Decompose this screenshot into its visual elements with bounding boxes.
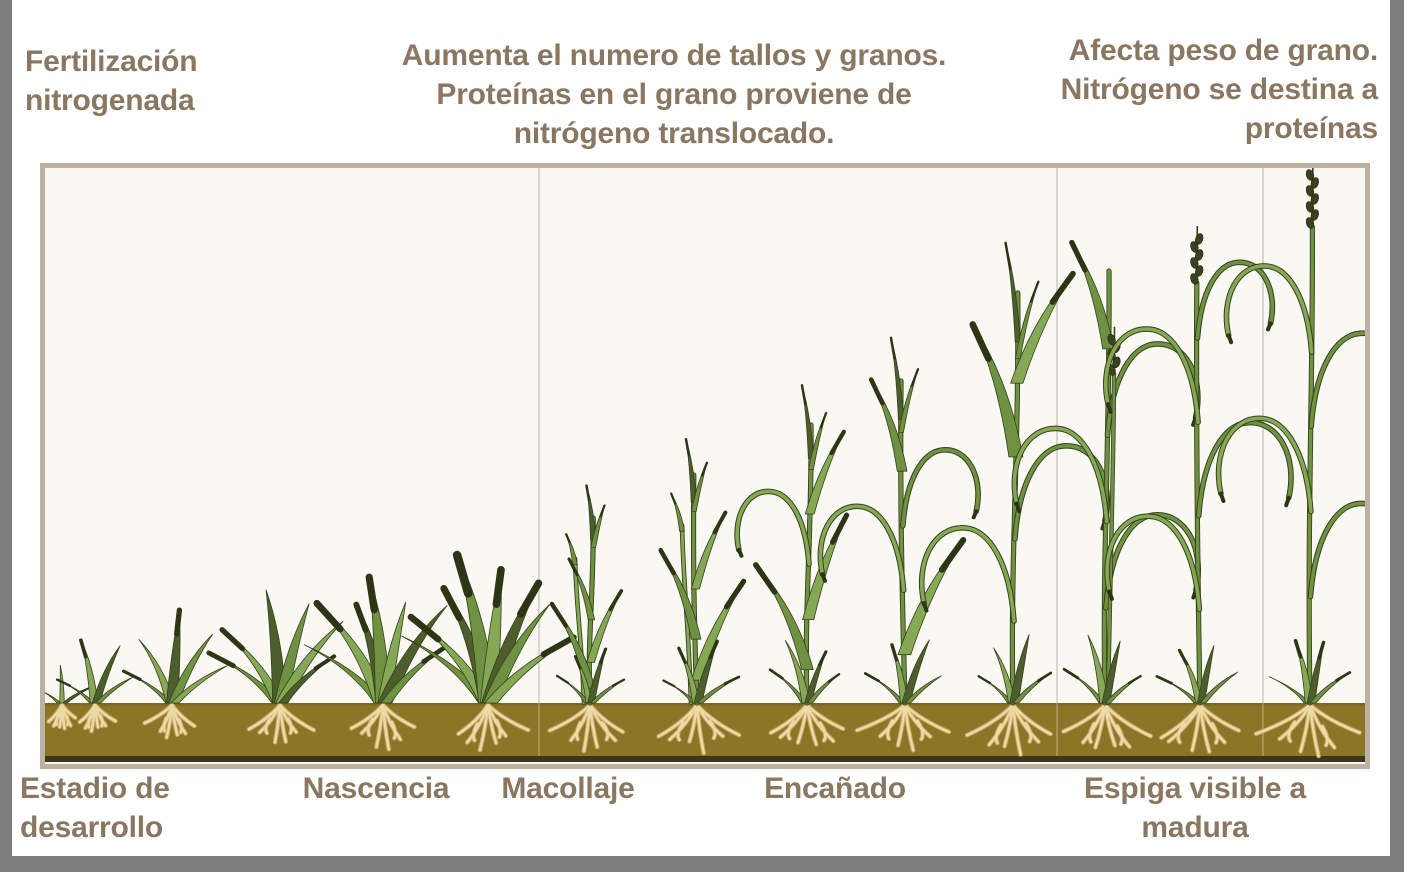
annotation-tillering-effect: Aumenta el numero de tallos y granos. Pr… [352,36,996,153]
frame-left [0,0,12,856]
plant-nascencia-1 [45,664,91,731]
stage-divider [1262,168,1264,703]
plant-encanado-10 [817,336,981,753]
stage-label-encanado: Encañado [764,772,906,805]
annotation-line: proteínas [1244,112,1378,145]
frame-right [1390,0,1404,856]
plant-espiga-13 [1102,225,1294,754]
stage-label-nascencia: Nascencia [302,772,450,805]
stage-label-espiga-line: madura [1141,811,1249,844]
annotation-line: nitrogenada [25,84,195,117]
annotation-line: Afecta peso de grano. [1068,34,1378,67]
plant-encanado-9 [734,384,850,747]
plant-nascencia-3 [122,607,229,740]
frame-bottom [0,856,1404,872]
annotation-fertilization-title: Fertilización nitrogenada [25,42,198,120]
stage-label-espiga: Espiga visible a madura [1084,769,1306,847]
annotation-grain-weight-effect: Afecta peso de grano. Nitrógeno se desti… [978,31,1379,148]
annotation-line: Proteínas en el grano proviene de [436,78,912,111]
annotation-line: nitrógeno translocado. [513,117,835,150]
annotation-line: Fertilización [25,45,198,78]
annotation-line: Aumenta el numero de tallos y granos. [401,39,947,72]
illustration-panel [40,163,1370,769]
plant-macollaje-5 [303,573,448,752]
stage-axis-title: Estadio de desarrollo [20,769,170,847]
plant-encanado-8 [656,437,747,756]
stage-label-espiga-line: Espiga visible a [1084,772,1306,805]
stage-divider [1056,168,1058,703]
stage-divider [538,168,540,703]
plant-nascencia-4 [206,589,344,745]
stage-axis-title-line: desarrollo [20,811,164,844]
stage-axis-title-line: Estadio de [20,772,170,805]
annotation-line: Nitrógeno se destina a [1060,73,1379,106]
plant-nascencia-2 [55,638,134,734]
plant-encanado-11 [918,241,1111,757]
plant-espiga-14 [1215,168,1365,759]
growth-stages-illustration [45,168,1365,764]
plant-encanado-7 [547,484,626,754]
stage-label-macollaje: Macollaje [501,772,635,805]
plant-macollaje-6 [401,550,577,753]
